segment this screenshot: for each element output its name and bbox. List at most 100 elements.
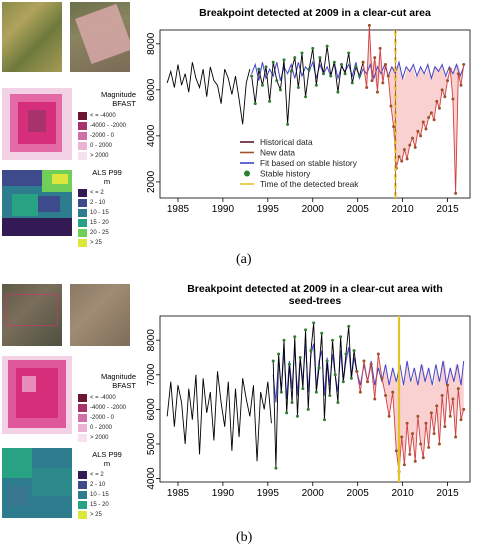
stable-history-point <box>300 51 304 55</box>
new-data-point <box>402 148 406 152</box>
x-tick-label: 2010 <box>391 204 414 215</box>
chart-title: Breakpoint detected at 2009 in a clear-c… <box>199 7 431 19</box>
stable-history-point <box>304 328 308 332</box>
stable-history-point <box>304 95 308 99</box>
new-data-point <box>440 394 444 398</box>
stable-history-point <box>295 414 299 418</box>
stable-history-point <box>344 352 348 356</box>
y-tick-label: 4000 <box>146 467 157 490</box>
stable-history-point <box>253 102 257 106</box>
legend-row: > 25 <box>78 510 136 519</box>
legend-label: > 25 <box>90 239 102 246</box>
new-data-point <box>375 90 379 94</box>
legend-swatch <box>78 121 87 130</box>
new-data-point <box>427 445 431 449</box>
legend-swatch <box>78 490 87 499</box>
legend-entry-label: Stable history <box>260 169 311 179</box>
panel-a-aerial-photo-2 <box>70 2 130 72</box>
legend-row: > 2000 <box>78 151 136 160</box>
legend-row: > 25 <box>78 238 136 247</box>
new-data-point <box>386 74 390 78</box>
series-historical-line <box>166 371 272 462</box>
stable-history-point <box>325 44 329 48</box>
new-data-point <box>454 435 458 439</box>
legend-label: > 2000 <box>90 434 109 441</box>
new-data-point <box>437 106 441 110</box>
stable-history-point <box>271 60 275 64</box>
legend-swatch <box>78 433 87 442</box>
legend-label: -4000 - -2000 <box>90 404 127 411</box>
plot-frame <box>159 29 471 199</box>
x-tick-label: 1995 <box>257 204 280 215</box>
stable-history-point <box>328 394 332 398</box>
new-data-point <box>413 459 417 463</box>
stable-history-point <box>322 72 326 76</box>
new-data-point <box>391 390 395 394</box>
legend-swatch <box>78 470 87 479</box>
new-data-point <box>451 397 455 401</box>
legend-label: < = -4000 <box>90 112 116 119</box>
legend-row: 2 - 10 <box>78 480 136 489</box>
chart-title: Breakpoint detected at 2009 in a clear-c… <box>187 283 443 295</box>
new-data-point <box>408 452 412 456</box>
stable-history-point <box>333 373 337 377</box>
new-data-point <box>459 83 463 87</box>
stable-history-point <box>352 349 356 353</box>
stable-history-point <box>250 74 254 78</box>
als-legend-title: ALS P99 m <box>92 168 122 186</box>
legend-row: 15 - 20 <box>78 500 136 509</box>
legend-swatch <box>78 510 87 519</box>
stable-history-point <box>349 376 353 380</box>
stable-history-point <box>282 338 286 342</box>
stable-history-point <box>286 122 290 126</box>
stable-history-point <box>314 390 318 394</box>
new-data-point <box>416 129 420 133</box>
plot-frame <box>159 315 471 483</box>
stable-history-point <box>312 321 316 325</box>
stable-history-point <box>275 79 279 83</box>
new-data-point <box>427 115 431 119</box>
new-data-point <box>378 46 382 50</box>
legend-marker <box>244 170 250 177</box>
panel-b-magnitude-legend: Magnitude BFAST < = -4000 -4000 - -2000 -2… <box>78 372 136 443</box>
legend-label: 2 - 10 <box>90 481 106 488</box>
panel-a-caption: (a) <box>236 252 252 267</box>
legend-swatch <box>78 188 87 197</box>
new-data-point <box>400 435 404 439</box>
new-data-point <box>373 397 377 401</box>
new-data-point <box>365 86 369 90</box>
stable-history-point <box>293 335 297 339</box>
stable-history-point <box>309 349 313 353</box>
stable-history-point <box>340 63 344 67</box>
new-data-point <box>451 97 455 101</box>
legend-row: -2000 - 0 <box>78 413 136 422</box>
legend-label: 0 - 2000 <box>90 142 113 149</box>
panel-b-aerial-photo-2 <box>70 284 130 346</box>
panel-a-als-legend: ALS P99 m < = 2 2 - 10 10 - 15 15 - 20 20 - … <box>78 168 136 248</box>
stable-history-point <box>271 359 275 363</box>
stable-history-point <box>260 83 264 87</box>
legend-swatch <box>78 238 87 247</box>
series-new-line <box>362 25 465 194</box>
new-data-point <box>437 442 441 446</box>
x-tick-label: 2015 <box>436 204 459 215</box>
x-tick-label: 2000 <box>302 488 325 499</box>
new-data-band <box>356 354 464 472</box>
legend-row: < = 2 <box>78 470 136 479</box>
new-data-point <box>432 118 436 122</box>
stable-history-point <box>278 88 282 92</box>
legend-label: 10 - 15 <box>90 491 109 498</box>
stable-history-point <box>285 411 289 415</box>
stable-history-point <box>317 366 321 370</box>
x-tick-label: 1985 <box>167 204 190 215</box>
legend-label: < = -4000 <box>90 394 116 401</box>
stable-history-point <box>298 356 302 359</box>
legend-swatch <box>78 141 87 150</box>
legend-row: 15 - 20 <box>78 218 136 227</box>
stable-history-point <box>318 56 322 60</box>
new-data-point <box>419 442 423 446</box>
stable-history-point <box>277 352 281 356</box>
new-data-point <box>456 387 460 391</box>
stable-history-point <box>290 400 294 404</box>
legend-label: 15 - 20 <box>90 219 109 226</box>
